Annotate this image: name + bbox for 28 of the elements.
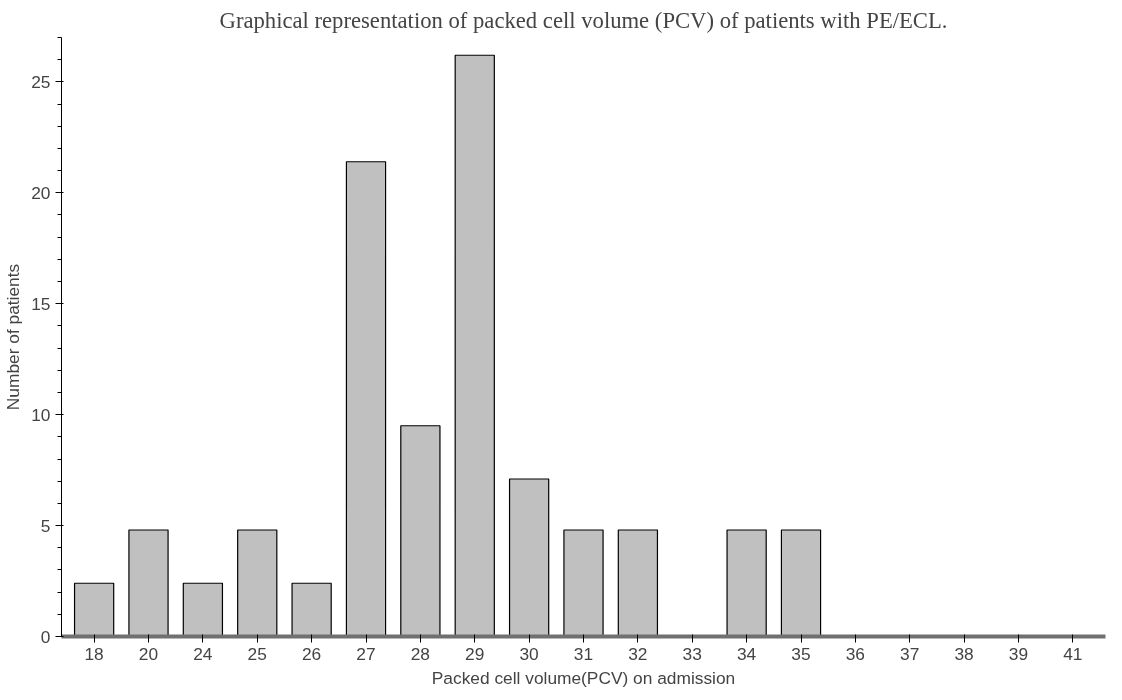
x-tick-label: 30 [519,643,539,664]
x-tick-label: 37 [900,643,920,664]
x-tick-label: 26 [301,643,322,664]
x-tick-label: 25 [247,643,267,664]
x-tick-label: 31 [573,643,594,664]
x-tick-label: 32 [628,643,648,664]
x-tick-label: 36 [845,643,866,664]
x-tick-label: 24 [193,643,213,664]
x-tick-label: 18 [84,643,104,664]
chart-title: Graphical representation of packed cell volume (PCV) of patients with PE/ECL. [219,7,948,33]
x-tick-label: 35 [791,643,811,664]
y-tick-label: 20 [31,182,51,203]
y-axis-title: Number of patients [3,263,24,411]
x-tick-label: 29 [465,643,485,664]
x-tick-label: 28 [410,643,431,664]
x-tick-label: 38 [954,643,974,664]
x-tick-label: 33 [682,643,702,664]
y-tick-label: 25 [31,71,51,92]
x-tick-label: 34 [736,643,757,664]
y-tick-label: 10 [31,404,51,425]
y-tick-label: 0 [40,626,51,647]
x-tick-label: 41 [1063,643,1083,664]
y-tick-label: 5 [40,515,51,536]
x-tick-label: 20 [138,643,159,664]
y-tick-label: 15 [31,293,51,314]
x-axis-title: Packed cell volume(PCV) on admission [431,667,736,688]
x-tick-label: 27 [356,643,376,664]
x-tick-label: 39 [1008,643,1029,664]
